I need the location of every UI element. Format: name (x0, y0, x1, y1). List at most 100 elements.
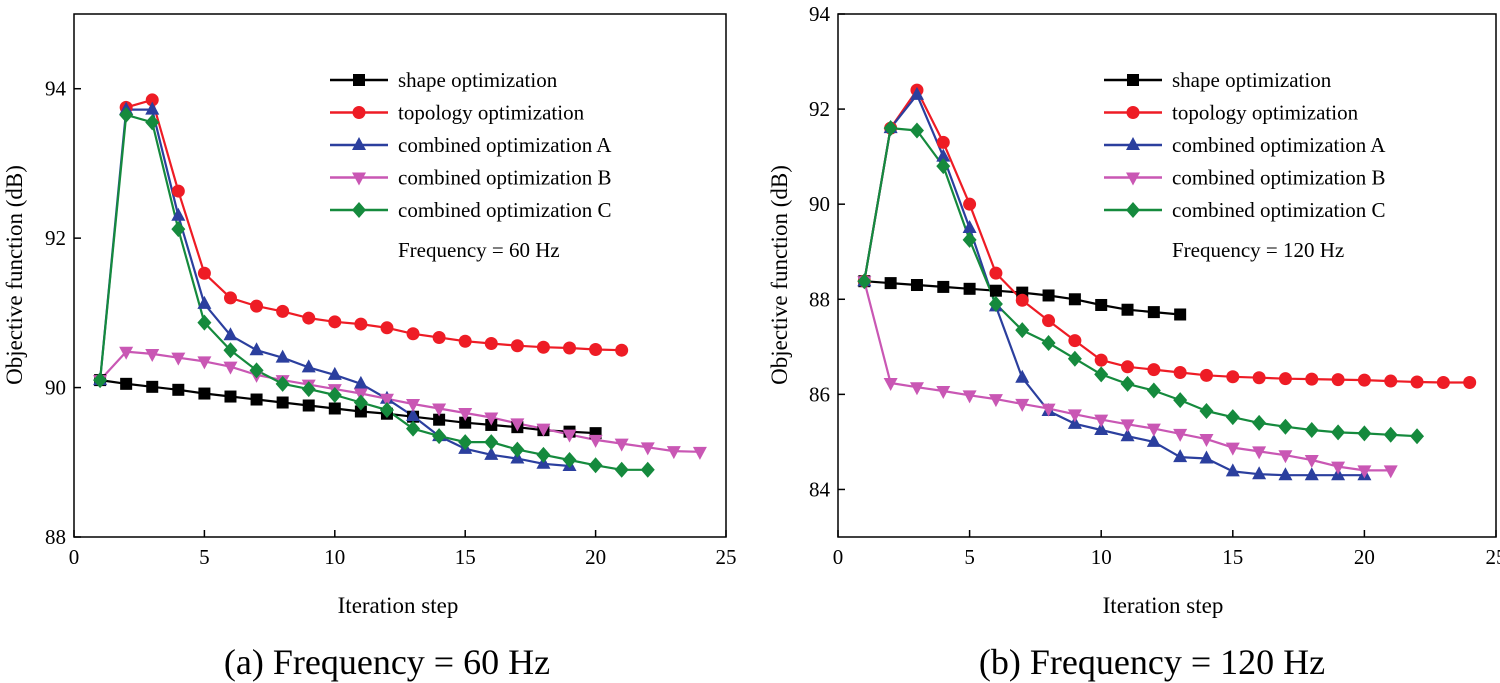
data-point-topology-optimization (302, 311, 316, 325)
data-point-topology-optimization (1331, 373, 1345, 387)
data-point-topology-optimization (1068, 334, 1082, 348)
data-point-combined-optimization-B (1357, 465, 1372, 479)
data-point-combined-optimization-B (562, 429, 577, 443)
data-point-topology-optimization (171, 184, 185, 198)
data-point-combined-optimization-B (1383, 465, 1398, 479)
data-point-combined-optimization-C (275, 375, 290, 392)
data-point-topology-optimization (1463, 375, 1477, 389)
data-point-combined-optimization-B (588, 434, 603, 448)
data-point-shape-optimization (910, 279, 923, 292)
data-point-topology-optimization (432, 331, 446, 345)
data-point-combined-optimization-A (1146, 433, 1161, 447)
x-tick-label: 25 (716, 545, 737, 569)
y-tick-label: 84 (809, 477, 831, 501)
y-tick-label: 86 (809, 382, 830, 406)
data-point-combined-optimization-A (301, 359, 316, 373)
y-axis-label: Objective function (dB) (767, 165, 792, 385)
data-point-combined-optimization-A (353, 375, 368, 389)
data-point-topology-optimization (380, 321, 394, 335)
data-point-combined-optimization-B (614, 438, 629, 452)
x-tick-label: 0 (69, 545, 80, 569)
data-point-combined-optimization-C (883, 120, 898, 137)
x-tick-label: 10 (1091, 545, 1112, 569)
plot-frame (837, 13, 1497, 538)
series-line-combined-optimization-B (99, 350, 700, 453)
caption-a: (a) Frequency = 60 Hz (224, 642, 550, 682)
plot-frame (73, 13, 727, 538)
data-point-combined-optimization-C (458, 434, 473, 451)
series-markers (857, 83, 1477, 481)
data-point-combined-optimization-A (145, 101, 160, 115)
data-point-combined-optimization-A (1015, 369, 1030, 383)
x-axis-label: Iteration step (1103, 593, 1224, 618)
data-point-combined-optimization-C (909, 122, 924, 139)
data-point-combined-optimization-B (1015, 398, 1030, 412)
legend-marker-combined-optimization-A (1126, 137, 1140, 150)
data-point-topology-optimization (1173, 365, 1187, 379)
data-point-combined-optimization-B (1199, 434, 1214, 448)
data-point-topology-optimization (1094, 353, 1108, 367)
data-point-combined-optimization-C (1041, 335, 1056, 352)
data-point-combined-optimization-B (1120, 419, 1135, 433)
data-point-combined-optimization-C (936, 158, 951, 175)
x-tick-label: 20 (1354, 545, 1375, 569)
series-line-combined-optimization-C (99, 113, 648, 471)
x-tick-label: 5 (964, 545, 975, 569)
legend: shape optimization topology optimization c… (1104, 68, 1386, 222)
data-point-combined-optimization-C (1225, 409, 1240, 426)
legend-label-shape-optimization: shape optimization (1172, 68, 1332, 92)
data-point-topology-optimization (1436, 375, 1450, 389)
x-tick-label: 10 (324, 545, 345, 569)
y-tick-label: 94 (45, 77, 67, 101)
data-point-topology-optimization (1147, 363, 1161, 377)
data-point-combined-optimization-B (432, 403, 447, 417)
data-point-combined-optimization-B (171, 352, 186, 366)
legend-label-combined-optimization-B: combined optimization B (1172, 166, 1385, 190)
data-point-combined-optimization-B (962, 390, 977, 404)
data-point-shape-optimization (1095, 298, 1108, 311)
x-tick-label: 15 (1222, 545, 1243, 569)
data-point-topology-optimization (1305, 372, 1319, 386)
data-point-topology-optimization (1384, 374, 1398, 388)
data-point-topology-optimization (484, 336, 498, 350)
data-point-combined-optimization-C (1357, 425, 1372, 442)
data-point-topology-optimization (510, 339, 524, 353)
data-point-combined-optimization-A (171, 207, 186, 221)
data-point-topology-optimization (406, 327, 420, 341)
data-point-combined-optimization-A (249, 342, 264, 356)
data-point-combined-optimization-B (223, 361, 238, 375)
data-point-combined-optimization-A (936, 148, 951, 162)
y-tick-label: 88 (45, 525, 66, 549)
data-point-combined-optimization-C (1304, 422, 1319, 439)
data-point-shape-optimization (198, 387, 211, 400)
data-point-combined-optimization-B (1094, 414, 1109, 428)
data-point-combined-optimization-C (1252, 414, 1267, 431)
data-point-topology-optimization (1252, 371, 1266, 385)
data-point-topology-optimization (223, 291, 237, 305)
data-point-topology-optimization (276, 304, 290, 318)
data-point-combined-optimization-C (1120, 375, 1135, 392)
legend-label-combined-optimization-C: combined optimization C (1172, 198, 1385, 222)
data-point-combined-optimization-C (171, 221, 186, 238)
y-tick-label: 92 (45, 226, 66, 250)
data-point-combined-optimization-C (353, 394, 368, 411)
data-point-topology-optimization (1199, 368, 1213, 382)
data-point-combined-optimization-A (1304, 467, 1319, 481)
legend-marker-combined-optimization-A (352, 137, 366, 150)
legend-label-combined-optimization-B: combined optimization B (398, 166, 611, 190)
data-point-combined-optimization-C (1146, 382, 1161, 399)
data-point-combined-optimization-B (1146, 423, 1161, 437)
data-point-combined-optimization-C (640, 461, 655, 478)
y-tick-label: 92 (809, 97, 830, 121)
data-point-combined-optimization-A (1120, 428, 1135, 442)
series-line-combined-optimization-C (863, 127, 1418, 438)
data-point-shape-optimization (1121, 303, 1134, 316)
data-point-topology-optimization (145, 93, 159, 107)
data-point-topology-optimization (1121, 360, 1135, 374)
data-point-shape-optimization (1042, 289, 1055, 302)
data-point-combined-optimization-B (1252, 446, 1267, 460)
data-point-combined-optimization-B (1067, 409, 1082, 423)
y-tick-label: 90 (809, 192, 830, 216)
data-point-topology-optimization (354, 317, 368, 331)
series-markers (93, 93, 707, 478)
